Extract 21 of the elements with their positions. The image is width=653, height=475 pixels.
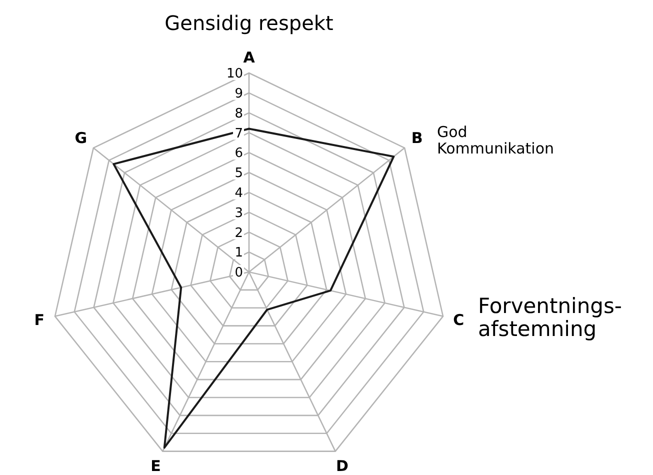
- y-tick-label: 3: [234, 206, 243, 221]
- y-tick-label: 9: [234, 86, 243, 102]
- spoke-label: C: [453, 311, 464, 330]
- text: Gensidig respekt: [164, 11, 334, 35]
- y-tick-label: 7: [234, 126, 243, 142]
- spoke-label: D: [336, 456, 349, 475]
- text: God Kommunikation: [437, 123, 554, 158]
- y-tick-label: 8: [234, 106, 243, 122]
- spoke-label: A: [243, 48, 256, 66]
- spoke-label: G: [74, 129, 88, 148]
- y-tick-label: 0: [234, 266, 243, 281]
- y-tick-label: 5: [234, 166, 243, 182]
- text: Forventnings-afstemning: [478, 294, 622, 342]
- y-tick-label: 1: [234, 246, 243, 261]
- y-tick-label: 6: [234, 146, 243, 162]
- spoke-label: E: [150, 456, 161, 475]
- y-tick-label: 4: [234, 186, 243, 201]
- y-tick-label: 2: [234, 226, 243, 241]
- y-tick-label: 10: [226, 66, 243, 82]
- spoke-label: F: [34, 311, 45, 330]
- spoke-label: B: [411, 129, 423, 148]
